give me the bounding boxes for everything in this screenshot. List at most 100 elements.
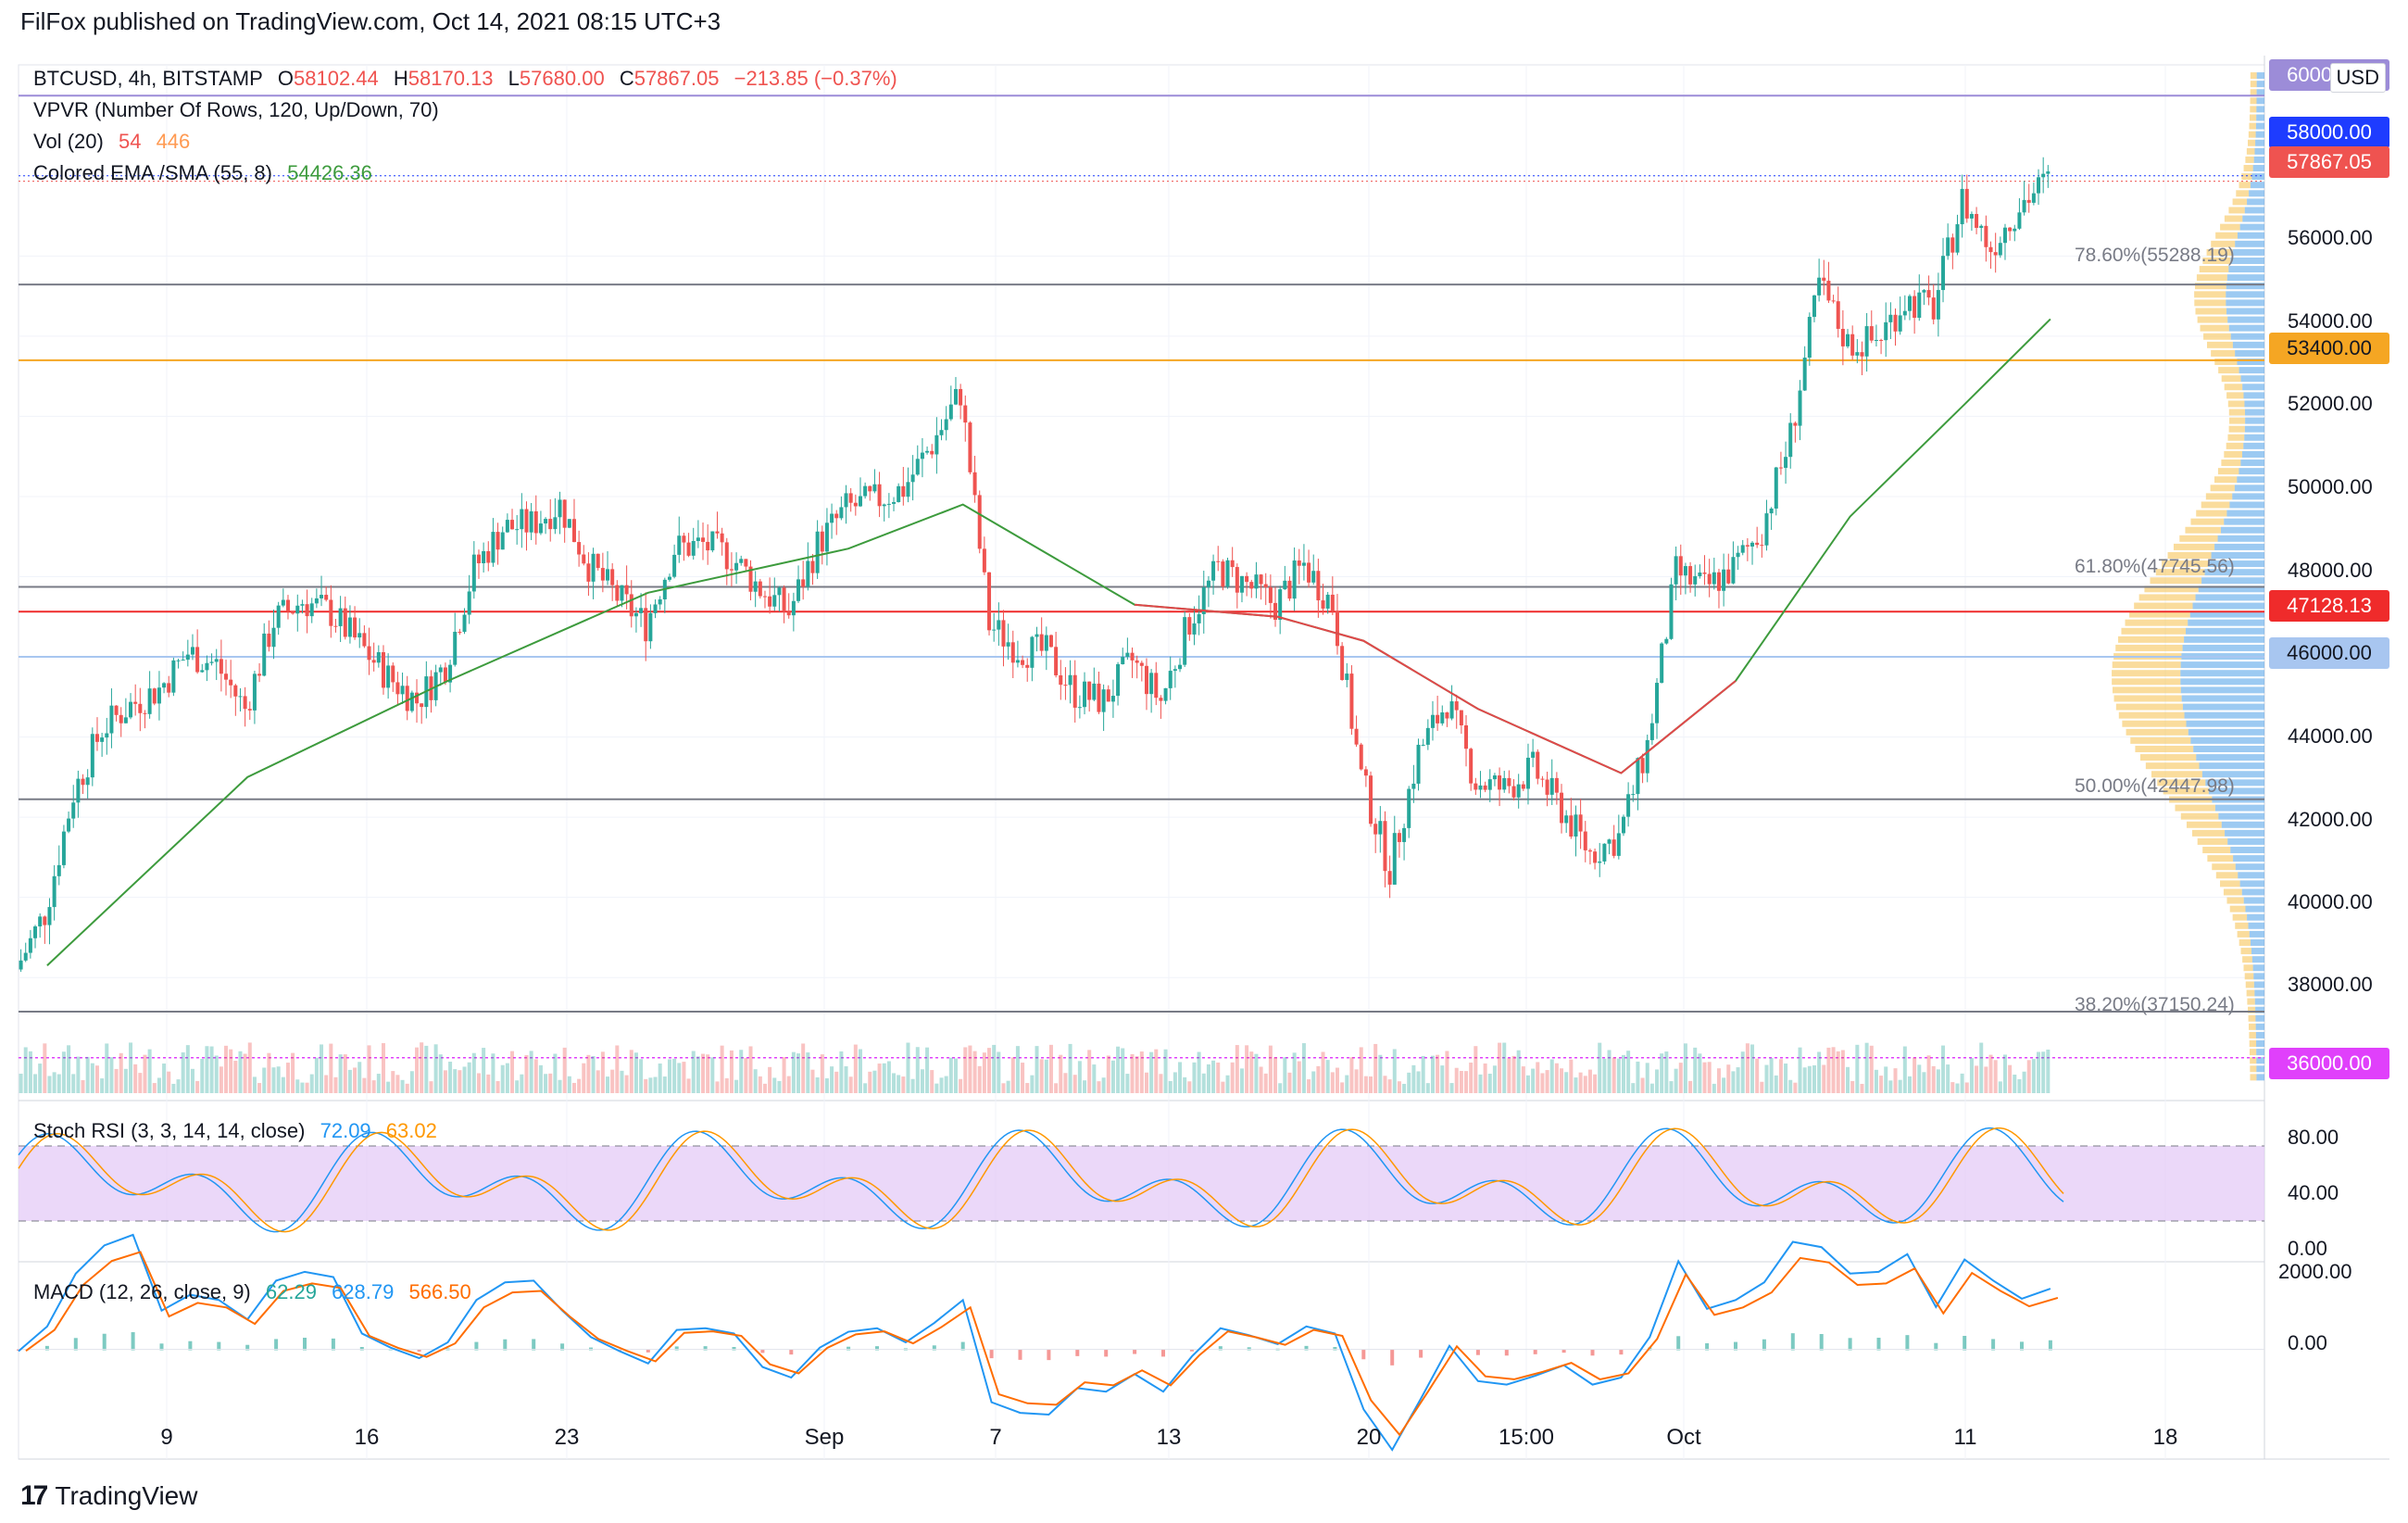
- volume-bar: [257, 1083, 262, 1093]
- vp-bar-up: [2255, 122, 2264, 130]
- vp-bar-down: [2245, 981, 2254, 988]
- volume-bar: [1926, 1055, 1931, 1093]
- volume-bar: [848, 1076, 853, 1093]
- macd-hist-bar: [1991, 1339, 1996, 1351]
- volume-bar: [1649, 1083, 1654, 1093]
- vp-bar-up: [2256, 1065, 2264, 1073]
- vp-bar-down: [2125, 619, 2189, 626]
- candle-body: [848, 493, 853, 503]
- vp-bar-up: [2251, 173, 2264, 181]
- tradingview-brand[interactable]: 17 TradingView: [20, 1480, 197, 1512]
- volume-bar: [1492, 1065, 1497, 1093]
- macd-tick: 2000.00: [2278, 1260, 2352, 1283]
- macd-hist-bar: [875, 1346, 879, 1351]
- vp-bar-down: [2151, 771, 2202, 778]
- candle-body: [1607, 839, 1612, 844]
- vp-bar-down: [2224, 450, 2242, 458]
- candle-body: [476, 554, 481, 564]
- volume-bar: [944, 1076, 948, 1093]
- candle-body: [872, 484, 877, 492]
- vp-bar-up: [2211, 552, 2264, 559]
- candle-body: [200, 670, 205, 673]
- volume-bar: [1173, 1072, 1177, 1093]
- volume-bar: [1421, 1055, 1425, 1093]
- candle-body: [768, 596, 772, 607]
- vp-bar-down: [2223, 888, 2242, 896]
- candle-body: [1487, 779, 1492, 790]
- vp-bar-down: [2249, 1023, 2256, 1030]
- vp-bar-down: [2224, 215, 2243, 222]
- candle-body: [1363, 769, 1368, 776]
- volume-bar: [987, 1048, 992, 1093]
- macd-hist-bar: [1819, 1334, 1824, 1351]
- macd-hist-bar: [560, 1343, 565, 1351]
- candle-body: [123, 717, 128, 724]
- volume-bar: [1950, 1082, 1955, 1093]
- vp-bar-up: [2180, 661, 2264, 669]
- volume-bar: [715, 1081, 720, 1093]
- vp-bar-down: [2206, 248, 2233, 256]
- candle-body: [43, 916, 47, 925]
- candle-body: [1044, 635, 1048, 651]
- candle-body: [1392, 833, 1397, 885]
- vp-bar-up: [2220, 526, 2264, 534]
- candle-body: [214, 659, 219, 662]
- volume-bar: [285, 1063, 290, 1093]
- volume-bar: [367, 1045, 371, 1093]
- volume-bar: [219, 1066, 223, 1093]
- plot-border: [18, 64, 2265, 1460]
- volume-bar: [658, 1064, 662, 1093]
- vp-bar-down: [2250, 1057, 2257, 1064]
- volume-bar: [338, 1054, 343, 1093]
- volume-bar: [1993, 1060, 1998, 1093]
- volume-bar: [1072, 1075, 1077, 1093]
- macd-hist-value: 62.29: [265, 1280, 317, 1303]
- candle-body: [710, 531, 715, 551]
- candle-body: [333, 625, 338, 627]
- volume-bar: [1097, 1081, 1101, 1093]
- vp-bar-up: [2237, 476, 2264, 484]
- candle-body: [1077, 707, 1082, 709]
- candle-body: [395, 682, 400, 695]
- candle-body: [910, 474, 915, 483]
- currency-button[interactable]: USD: [2329, 63, 2386, 93]
- volume-bar: [1716, 1068, 1721, 1093]
- candle-body: [458, 631, 462, 633]
- candle-body: [906, 482, 910, 497]
- macd-hist-bar: [646, 1349, 650, 1353]
- price-label-58000: 58000.00: [2269, 117, 2389, 148]
- volume-bar: [205, 1046, 209, 1093]
- vp-bar-down: [2194, 291, 2226, 298]
- candle-body: [897, 485, 901, 502]
- volume-bar: [1917, 1064, 1922, 1093]
- candle-body: [777, 587, 782, 596]
- volume-bar: [1545, 1070, 1549, 1093]
- candle-body: [295, 605, 300, 614]
- macd-hist-bar: [359, 1347, 364, 1351]
- candle-body: [586, 563, 591, 582]
- volume-bar: [1769, 1058, 1774, 1093]
- candle-body: [114, 705, 119, 715]
- volume-bar: [214, 1055, 219, 1093]
- candle-body: [1354, 728, 1359, 745]
- candle-body: [19, 960, 23, 970]
- candle-body: [1010, 642, 1015, 663]
- vp-bar-down: [2249, 1049, 2257, 1056]
- volume-bar: [1340, 1082, 1345, 1093]
- candle-body: [109, 705, 114, 734]
- macd-hist-bar: [703, 1346, 708, 1351]
- candle-body: [133, 701, 138, 704]
- volume-bar: [810, 1069, 815, 1093]
- volume-bar: [1411, 1064, 1416, 1093]
- candle-body: [739, 559, 744, 563]
- candle-body: [119, 714, 123, 724]
- vp-bar-up: [2195, 594, 2264, 601]
- candle-body: [1072, 674, 1077, 708]
- candle-body: [2013, 228, 2017, 232]
- vp-bar-up: [2238, 872, 2264, 879]
- volume-bar: [1369, 1076, 1373, 1093]
- close-value: C57867.05: [619, 67, 720, 90]
- vp-bar-up: [2217, 535, 2264, 542]
- candle-body: [1846, 334, 1850, 346]
